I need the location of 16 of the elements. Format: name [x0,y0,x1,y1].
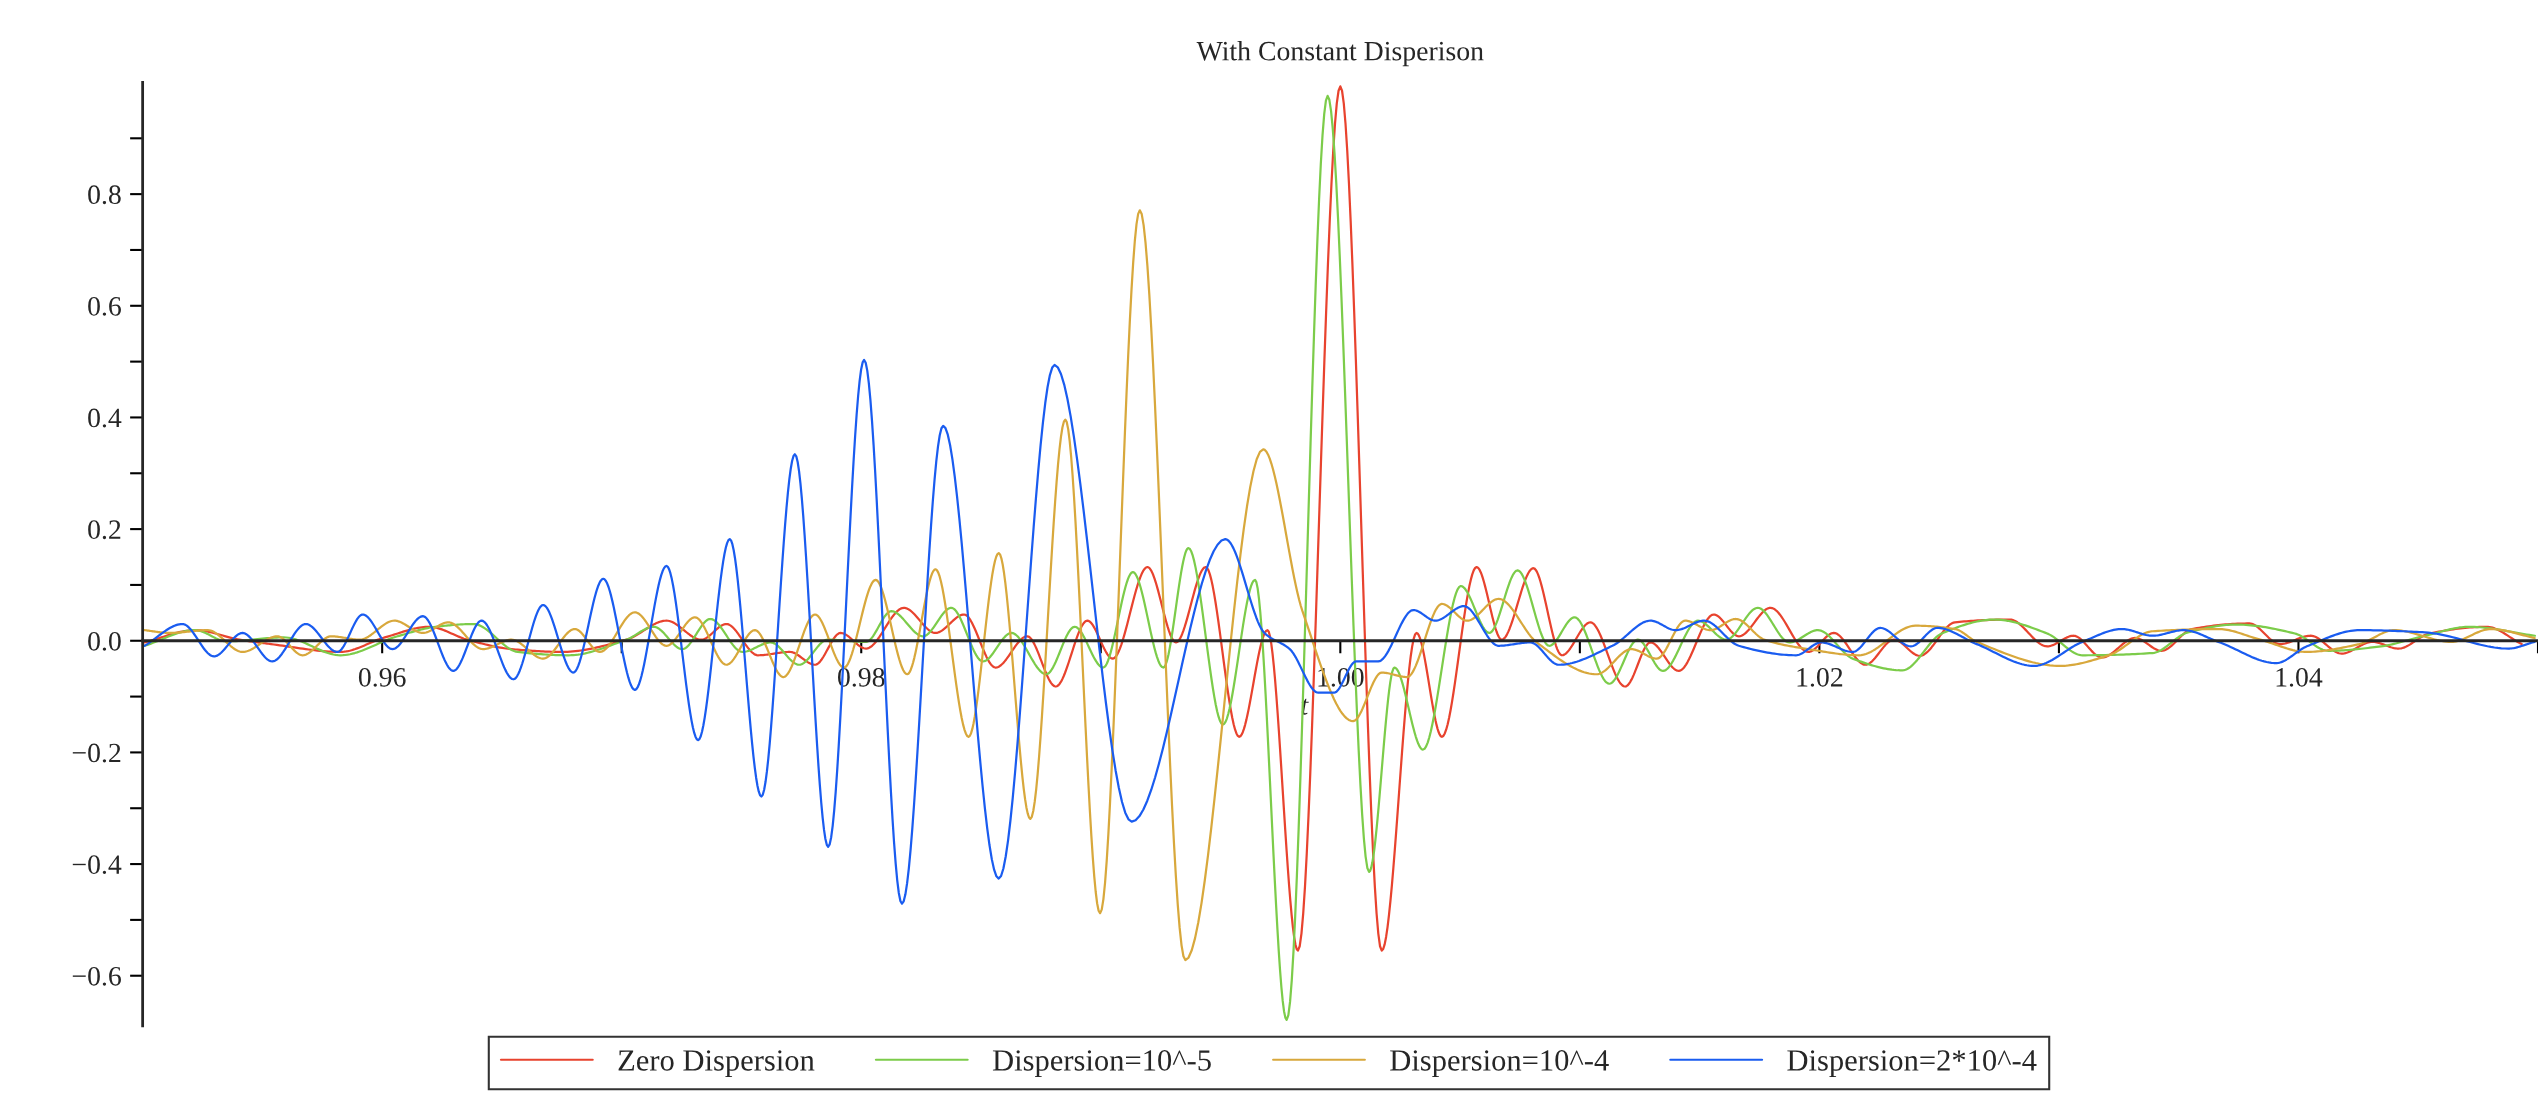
chart-title: With Constant Disperison [1196,40,1484,67]
x-tick-label: 1.04 [2276,667,2323,687]
legend-label: Zero Dispersion [618,1050,815,1077]
y-tick-label: −0.2 [72,743,121,763]
x-tick-label: 0.96 [358,667,406,687]
y-tick-label: 0.4 [88,408,122,428]
legend-label: Dispersion=2*10^-4 [1787,1050,2037,1077]
y-tick-label: 0.8 [88,185,121,205]
y-tick-label: 0.2 [88,520,121,540]
y-tick-label: −0.4 [72,855,122,875]
y-tick-label: 0.6 [88,296,121,316]
y-tick-label: 0.0 [88,631,121,651]
legend-label: Dispersion=10^-4 [1390,1050,1609,1077]
x-tick-label: 1.02 [1797,667,1843,687]
y-tick-label: −0.6 [72,966,121,986]
legend-label: Dispersion=10^-5 [992,1050,1211,1077]
